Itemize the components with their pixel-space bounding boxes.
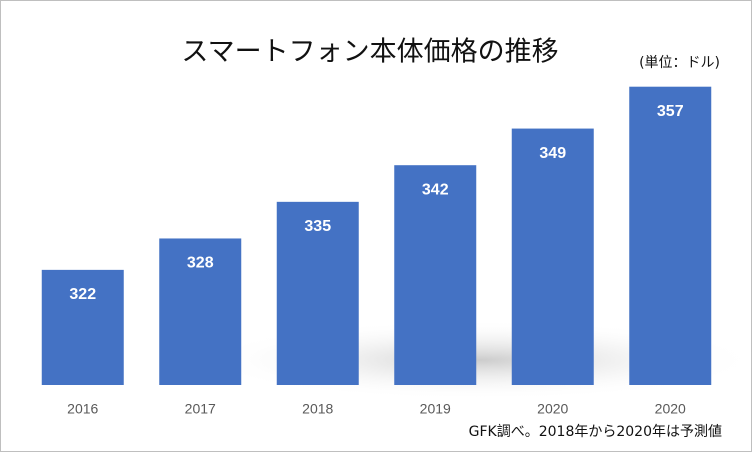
bar [276, 201, 359, 385]
value-label: 328 [187, 255, 214, 272]
unit-label: (単位：ドル) [639, 55, 720, 71]
x-tick-label: 2017 [185, 401, 216, 417]
x-tick-label: 2020 [537, 401, 568, 417]
bar [41, 269, 124, 385]
source-note: GFK調べ。2018年から2020年は予測値 [469, 424, 722, 440]
value-label: 322 [69, 286, 96, 303]
bar [629, 86, 712, 385]
bar [511, 128, 594, 386]
bar [394, 165, 477, 385]
x-tick-label: 2020 [655, 401, 686, 417]
value-label: 335 [304, 218, 331, 235]
x-tick-label: 2016 [67, 401, 98, 417]
x-tick-label: 2019 [420, 401, 451, 417]
x-tick-label: 2018 [302, 401, 333, 417]
value-label: 357 [657, 103, 684, 120]
value-label: 349 [539, 145, 566, 162]
bar [159, 238, 242, 385]
chart-title: スマートフォン本体価格の推移 [181, 37, 558, 68]
value-label: 342 [422, 181, 449, 198]
